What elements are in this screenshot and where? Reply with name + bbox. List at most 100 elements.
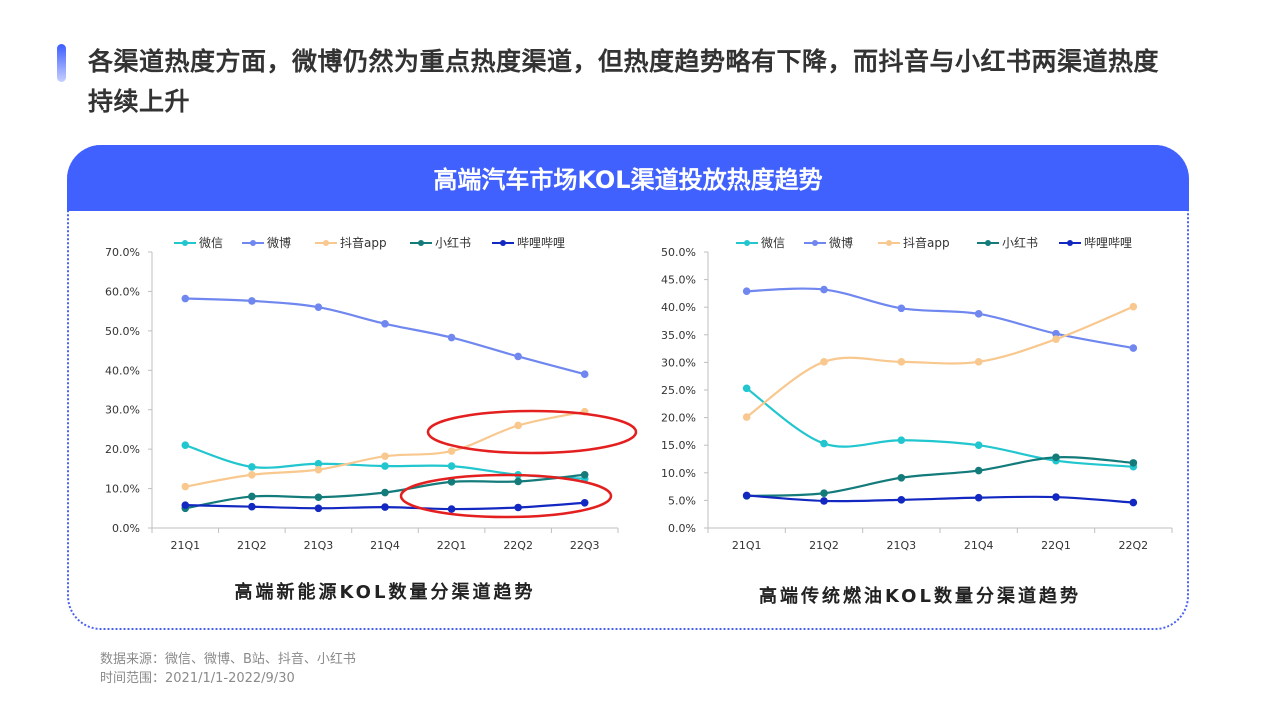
- y-tick-label: 15.0%: [661, 439, 696, 452]
- y-tick-label: 70.0%: [105, 246, 140, 259]
- data-point: [820, 358, 828, 366]
- series-line: [184, 444, 585, 480]
- legend-label: 微信: [199, 236, 223, 250]
- legend-swatch-marker: [323, 240, 329, 246]
- data-point: [447, 505, 456, 513]
- data-point: [181, 501, 190, 509]
- page-title: 各渠道热度方面，微博仍然为重点热度渠道，但热度趋势略有下降，而抖音与小红书两渠道…: [88, 47, 1160, 116]
- legend-swatch-marker: [985, 240, 991, 246]
- x-tick-label: 21Q4: [370, 539, 400, 552]
- y-tick-label: 45.0%: [661, 274, 696, 287]
- series-line: [746, 305, 1134, 418]
- data-point: [580, 470, 589, 479]
- legend-label: 小红书: [1002, 235, 1038, 250]
- highlight-ellipse: [426, 409, 638, 455]
- data-source-note: 数据来源：微信、微博、B站、抖音、小红书: [100, 652, 356, 667]
- y-tick-label: 25.0%: [661, 384, 696, 397]
- legend-label: 哔哩哔哩: [517, 236, 565, 250]
- data-point: [1052, 329, 1060, 338]
- data-point: [974, 358, 983, 366]
- y-tick-label: 50.0%: [105, 325, 140, 338]
- x-tick-label: 21Q4: [964, 539, 994, 552]
- data-point: [742, 384, 751, 393]
- legend-swatch-marker: [250, 240, 256, 246]
- series-line: [746, 287, 1134, 350]
- data-point: [742, 287, 751, 295]
- series-line: [746, 494, 1134, 504]
- data-point: [248, 502, 256, 511]
- time-range-note: 时间范围：2021/1/1-2022/9/30: [100, 671, 295, 686]
- x-tick-label: 21Q1: [170, 539, 200, 552]
- legend-label: 抖音app: [340, 235, 387, 250]
- legend-label: 微博: [829, 235, 853, 250]
- data-point: [248, 297, 256, 305]
- y-tick-label: 20.0%: [661, 412, 696, 425]
- data-point: [1052, 453, 1060, 462]
- data-point: [314, 465, 323, 474]
- legend-label: 抖音app: [903, 235, 950, 250]
- data-point: [381, 503, 389, 511]
- legend-label: 微信: [761, 236, 785, 250]
- data-point: [181, 482, 190, 491]
- data-point: [974, 441, 983, 449]
- data-point: [820, 439, 828, 448]
- data-point: [897, 304, 906, 313]
- y-tick-label: 0.0%: [668, 522, 696, 535]
- legend-swatch-marker: [500, 240, 506, 246]
- data-point: [314, 303, 323, 311]
- series-line: [746, 456, 1134, 498]
- legend-label: 小红书: [435, 235, 471, 250]
- x-tick-label: 22Q1: [437, 539, 467, 552]
- data-point: [447, 333, 456, 342]
- data-point: [580, 370, 589, 379]
- chart-title-new-energy: 高端新能源KOL数量分渠道趋势: [234, 582, 536, 603]
- x-tick-label: 21Q1: [732, 539, 762, 552]
- data-point: [248, 470, 256, 479]
- data-point: [314, 493, 323, 502]
- data-point: [820, 497, 828, 505]
- y-tick-label: 30.0%: [661, 356, 696, 369]
- legend-swatch-marker: [744, 240, 750, 246]
- panel-banner-title: 高端汽车市场KOL渠道投放热度趋势: [67, 145, 1189, 211]
- legend-swatch-marker: [418, 240, 424, 246]
- data-point: [447, 478, 456, 486]
- data-point: [181, 441, 190, 449]
- data-point: [820, 285, 828, 294]
- data-point: [447, 462, 456, 470]
- y-tick-label: 40.0%: [661, 301, 696, 314]
- data-point: [1129, 498, 1138, 507]
- chart-new-energy: 0.0% 10.0% 20.0% 30.0% 40.0% 50.0% 60.0% 70.0% 2…: [100, 230, 640, 564]
- data-point: [381, 488, 389, 497]
- legend-label: 微博: [267, 235, 291, 250]
- data-point: [314, 504, 323, 513]
- y-tick-label: 60.0%: [105, 285, 140, 298]
- x-tick-label: 22Q3: [570, 539, 600, 552]
- legend-swatch-marker: [182, 240, 188, 246]
- legend-swatch-marker: [1067, 240, 1073, 246]
- data-point: [514, 477, 522, 486]
- y-tick-label: 20.0%: [105, 443, 140, 456]
- y-tick-label: 35.0%: [661, 329, 696, 342]
- data-point: [974, 310, 983, 318]
- data-point: [514, 352, 522, 361]
- x-tick-label: 22Q2: [503, 539, 533, 552]
- data-point: [381, 319, 389, 328]
- legend-swatch-marker: [812, 240, 818, 246]
- y-tick-label: 10.0%: [105, 483, 140, 496]
- data-point: [381, 462, 389, 470]
- y-tick-label: 0.0%: [112, 522, 140, 535]
- chart-traditional-fuel: 0.0% 5.0% 10.0% 15.0% 20.0% 25.0% 30.0% 35.0% 40…: [660, 230, 1180, 564]
- data-point: [742, 413, 751, 421]
- data-point: [248, 492, 256, 501]
- data-point: [1052, 335, 1060, 344]
- data-point: [897, 436, 906, 445]
- data-point: [248, 463, 256, 471]
- x-tick-label: 21Q2: [237, 539, 267, 552]
- legend-label: 哔哩哔哩: [1084, 236, 1132, 250]
- data-point: [974, 493, 983, 502]
- series-line: [746, 387, 1134, 468]
- x-tick-label: 21Q3: [887, 539, 917, 552]
- y-tick-label: 30.0%: [105, 404, 140, 417]
- data-point: [897, 473, 906, 482]
- data-point: [742, 491, 751, 500]
